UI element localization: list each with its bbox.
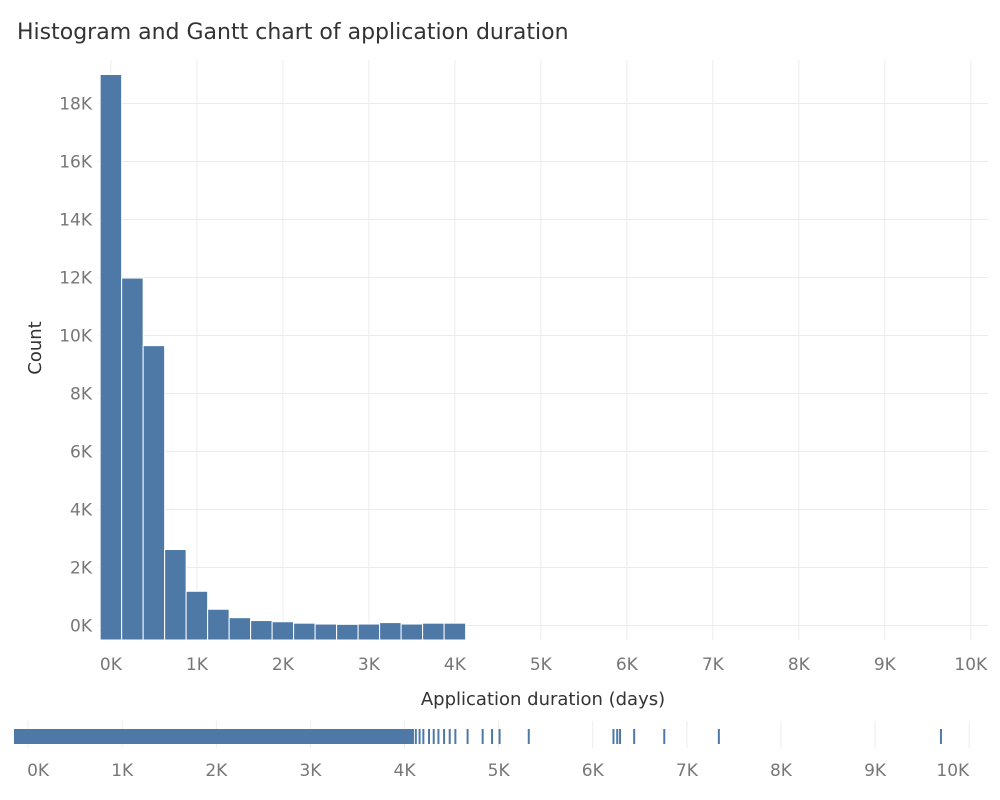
gantt-mark[interactable] [481, 729, 484, 744]
gantt-mark[interactable] [414, 729, 417, 744]
gantt-x-tick-label: 0K [27, 761, 50, 781]
histogram-bar[interactable] [228, 617, 252, 641]
gantt-mark[interactable] [428, 729, 431, 744]
histogram-bar[interactable] [379, 622, 402, 641]
gantt-mark[interactable] [527, 729, 530, 744]
y-tick-label: 18K [59, 95, 93, 115]
gantt-mark[interactable] [443, 729, 446, 744]
gantt-mark[interactable] [717, 729, 720, 744]
gantt-mark[interactable] [491, 729, 494, 744]
x-tick-label: 2K [272, 655, 295, 675]
histogram-bar[interactable] [336, 623, 359, 641]
histogram-bar[interactable] [422, 622, 445, 641]
gantt-x-tick-labels: 0K 1K 2K 3K 4K 5K 6K 7K 8K 9K 10K [27, 761, 970, 781]
y-tick-label: 0K [70, 617, 93, 637]
y-tick-label: 10K [59, 327, 93, 347]
histogram-bar[interactable] [99, 74, 123, 641]
y-tick-label: 12K [59, 269, 93, 289]
histogram-bar[interactable] [164, 549, 187, 641]
x-axis-title: Application duration (days) [421, 689, 665, 710]
histogram-bar[interactable] [207, 608, 230, 641]
histogram-bars [99, 74, 467, 641]
chart-title: Histogram and Gantt chart of application… [17, 20, 569, 45]
y-tick-label: 4K [70, 501, 93, 521]
gantt-x-tick-label: 6K [582, 761, 605, 781]
gantt-x-tick-label: 10K [936, 761, 970, 781]
x-tick-label: 3K [358, 655, 381, 675]
gantt-mark[interactable] [466, 729, 469, 744]
histogram-x-tick-labels: 0K 1K 2K 3K 4K 5K 6K 7K 8K 9K 10K [100, 655, 988, 675]
y-tick-label: 14K [59, 211, 93, 231]
x-tick-label: 5K [530, 655, 553, 675]
x-tick-label: 0K [100, 655, 123, 675]
histogram-bar[interactable] [443, 622, 467, 641]
gantt-mark[interactable] [663, 729, 666, 744]
x-tick-label: 10K [954, 655, 988, 675]
gantt-x-tick-label: 7K [676, 761, 699, 781]
histogram-grid [98, 60, 988, 640]
gantt-x-tick-label: 8K [770, 761, 793, 781]
histogram-bar[interactable] [142, 345, 166, 641]
gantt-mark[interactable] [432, 729, 435, 744]
x-tick-label: 1K [186, 655, 209, 675]
gantt-mark[interactable] [633, 729, 636, 744]
gantt-mark[interactable] [448, 729, 451, 744]
x-tick-label: 6K [616, 655, 639, 675]
y-tick-label: 16K [59, 153, 93, 173]
histogram-bar[interactable] [185, 590, 209, 641]
histogram-bar[interactable] [357, 623, 381, 641]
gantt-mark[interactable] [418, 729, 421, 744]
y-tick-label: 2K [70, 559, 93, 579]
gantt-mark[interactable] [619, 729, 622, 744]
gantt-mark[interactable] [616, 729, 619, 744]
gantt-mark[interactable] [498, 729, 501, 744]
gantt-x-tick-label: 5K [488, 761, 511, 781]
histogram-bar[interactable] [271, 621, 295, 641]
histogram-bar[interactable] [293, 622, 316, 641]
gantt-x-tick-label: 2K [205, 761, 228, 781]
gantt-marks [14, 729, 942, 744]
gantt-x-tick-label: 9K [864, 761, 887, 781]
gantt-mark[interactable] [437, 729, 440, 744]
gantt-range-bar[interactable] [14, 729, 414, 744]
gantt-x-tick-label: 3K [299, 761, 322, 781]
histogram-y-tick-labels: 0K 2K 4K 6K 8K 10K 12K 14K 16K 18K [59, 95, 93, 637]
gantt-mark[interactable] [612, 729, 615, 744]
gantt-mark[interactable] [939, 729, 942, 744]
y-axis-title: Count [25, 321, 46, 374]
y-tick-label: 6K [70, 443, 93, 463]
gantt-mark[interactable] [454, 729, 457, 744]
histogram-bar[interactable] [250, 620, 273, 641]
gantt-x-tick-label: 1K [111, 761, 134, 781]
x-tick-label: 8K [788, 655, 811, 675]
histogram-bar[interactable] [400, 623, 424, 641]
histogram-bar[interactable] [121, 277, 144, 641]
gantt-mark[interactable] [422, 729, 425, 744]
histogram-bar[interactable] [314, 623, 338, 641]
x-tick-label: 4K [444, 655, 467, 675]
x-tick-label: 9K [874, 655, 897, 675]
y-tick-label: 8K [70, 385, 93, 405]
x-tick-label: 7K [702, 655, 725, 675]
gantt-x-tick-label: 4K [394, 761, 417, 781]
